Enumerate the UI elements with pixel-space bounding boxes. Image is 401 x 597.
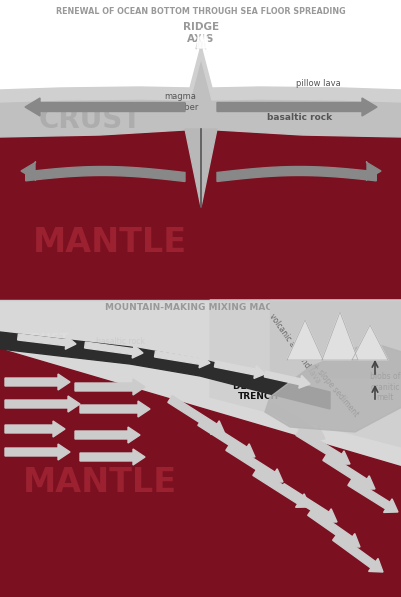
FancyArrow shape <box>84 342 143 358</box>
FancyArrow shape <box>80 449 145 465</box>
FancyArrow shape <box>295 429 349 464</box>
Polygon shape <box>196 32 200 48</box>
FancyArrow shape <box>267 404 324 440</box>
FancyArrow shape <box>252 469 309 507</box>
FancyArrow shape <box>332 534 382 572</box>
Text: magma
chamber: magma chamber <box>161 93 198 112</box>
Polygon shape <box>286 320 322 360</box>
Polygon shape <box>217 167 375 181</box>
Polygon shape <box>351 325 387 360</box>
FancyArrow shape <box>197 418 254 457</box>
Text: blobs of
granitic
melt: blobs of granitic melt <box>369 372 399 402</box>
FancyArrow shape <box>365 162 380 180</box>
Bar <box>269 300 401 377</box>
Text: basaltic rock: basaltic rock <box>267 112 332 122</box>
FancyArrow shape <box>225 444 282 482</box>
Text: CRUST: CRUST <box>22 333 68 346</box>
Polygon shape <box>200 28 203 48</box>
Polygon shape <box>205 36 207 48</box>
Text: MOUNTAIN-MAKING MIXING MACHINE: MOUNTAIN-MAKING MIXING MACHINE <box>105 303 296 312</box>
Polygon shape <box>203 33 205 48</box>
FancyArrow shape <box>217 98 376 116</box>
FancyArrow shape <box>75 427 140 443</box>
FancyArrow shape <box>5 444 70 460</box>
Text: MANTLE: MANTLE <box>23 466 176 498</box>
FancyArrow shape <box>5 374 70 390</box>
Text: DEEP SEA
TRENCH: DEEP SEA TRENCH <box>233 382 282 401</box>
Polygon shape <box>0 332 329 409</box>
FancyArrow shape <box>214 361 264 378</box>
Polygon shape <box>26 167 184 181</box>
Text: MANTLE: MANTLE <box>33 226 186 259</box>
FancyArrow shape <box>322 454 374 490</box>
Bar <box>0 300 401 597</box>
FancyArrow shape <box>5 421 65 437</box>
FancyArrow shape <box>168 396 225 434</box>
Polygon shape <box>184 129 217 207</box>
Polygon shape <box>196 41 205 50</box>
FancyArrow shape <box>307 509 359 547</box>
Text: RIDGE
AXIS: RIDGE AXIS <box>182 22 219 44</box>
FancyArrow shape <box>21 162 36 180</box>
FancyArrow shape <box>5 396 80 412</box>
Bar <box>0 0 401 300</box>
Text: volcanic ash and lava: volcanic ash and lava <box>267 312 322 385</box>
Text: basaltic rock: basaltic rock <box>95 337 144 346</box>
Text: RENEWAL OF OCEAN BOTTOM THROUGH SEA FLOOR SPREADING: RENEWAL OF OCEAN BOTTOM THROUGH SEA FLOO… <box>56 7 345 16</box>
FancyArrow shape <box>75 379 145 395</box>
Polygon shape <box>0 349 401 597</box>
FancyArrow shape <box>264 371 309 388</box>
Polygon shape <box>0 58 401 137</box>
FancyArrow shape <box>154 351 209 368</box>
Polygon shape <box>0 129 401 300</box>
Text: + slope sediment: + slope sediment <box>309 361 359 418</box>
FancyArrow shape <box>18 334 76 349</box>
FancyArrow shape <box>80 401 150 417</box>
Polygon shape <box>209 300 401 447</box>
FancyArrow shape <box>347 479 397 512</box>
Text: CRUST: CRUST <box>38 106 141 134</box>
Polygon shape <box>321 312 357 360</box>
Polygon shape <box>264 342 401 432</box>
FancyArrow shape <box>279 484 336 522</box>
Text: pillow lava: pillow lava <box>295 78 340 88</box>
FancyArrow shape <box>25 98 184 116</box>
